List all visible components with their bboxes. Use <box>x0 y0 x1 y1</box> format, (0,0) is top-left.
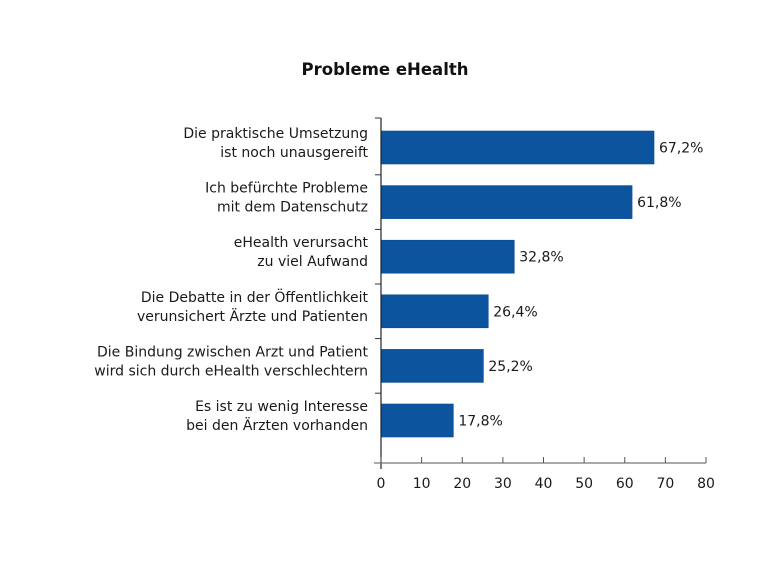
value-label: 25,2% <box>488 359 532 375</box>
x-tick-label: 80 <box>697 476 715 492</box>
category-label: Es ist zu wenig Interesse <box>195 399 368 415</box>
x-tick-label: 30 <box>494 476 512 492</box>
x-tick-label: 40 <box>535 476 553 492</box>
bar <box>380 349 484 383</box>
category-label: Die Bindung zwischen Arzt und Patient <box>97 344 369 360</box>
bar <box>380 294 489 329</box>
bar <box>380 130 655 165</box>
category-label: eHealth verursacht <box>234 235 369 251</box>
x-tick-label: 70 <box>656 476 674 492</box>
x-tick-label: 50 <box>575 476 593 492</box>
chart-title: Probleme eHealth <box>302 60 469 79</box>
category-label: zu viel Aufwand <box>257 254 368 270</box>
axes-group: 0 10 20 30 40 50 60 70 80 <box>374 117 715 492</box>
value-label: 26,4% <box>493 304 537 320</box>
category-label: bei den Ärzten vorhanden <box>186 416 368 434</box>
category-label: ist noch unausgereift <box>220 145 368 161</box>
bar <box>380 185 633 219</box>
x-tick-label: 0 <box>377 476 386 492</box>
category-label: wird sich durch eHealth verschlechtern <box>94 363 368 379</box>
value-label: 67,2% <box>659 141 703 157</box>
bar <box>380 239 515 274</box>
x-tick-label: 10 <box>413 476 431 492</box>
value-label: 61,8% <box>637 195 681 211</box>
bar <box>380 403 454 438</box>
category-label: mit dem Datenschutz <box>217 200 368 216</box>
value-label: 17,8% <box>458 414 502 430</box>
category-label: verunsichert Ärzte und Patienten <box>137 307 368 325</box>
bars-group: 67,2% Die praktische Umsetzung ist noch un… <box>94 126 703 438</box>
category-label: Die praktische Umsetzung <box>183 126 368 142</box>
category-label: Ich befürchte Probleme <box>205 181 368 197</box>
x-tick-label: 60 <box>616 476 634 492</box>
value-label: 32,8% <box>519 250 563 266</box>
x-tick-label: 20 <box>453 476 471 492</box>
category-label: Die Debatte in der Öffentlichkeit <box>141 288 369 306</box>
